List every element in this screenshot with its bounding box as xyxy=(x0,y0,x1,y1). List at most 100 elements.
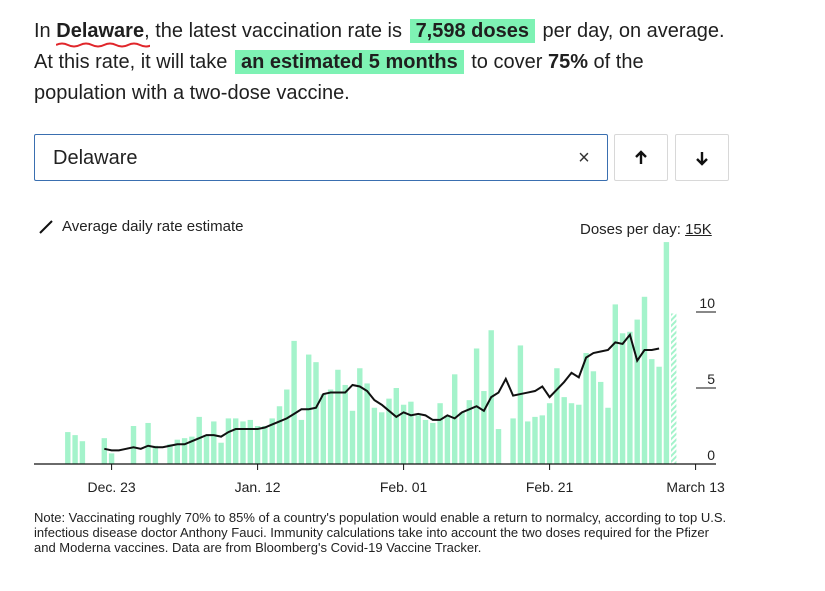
bar xyxy=(101,438,107,464)
headline-part1: , the latest vaccination rate is xyxy=(144,20,408,42)
search-value[interactable]: Delaware xyxy=(53,147,138,169)
bar xyxy=(262,426,268,464)
bar xyxy=(342,384,348,464)
line-legend-icon xyxy=(39,219,53,234)
bar xyxy=(233,418,239,464)
bar xyxy=(349,410,356,464)
bar xyxy=(634,319,640,464)
bar xyxy=(357,368,363,464)
bar xyxy=(393,388,399,464)
coverage-value: 75% xyxy=(547,51,588,73)
bar xyxy=(298,419,305,464)
bar xyxy=(152,445,159,464)
y-tick-label: 0 xyxy=(707,447,715,463)
bar xyxy=(218,442,224,464)
bar xyxy=(525,421,531,464)
bar xyxy=(422,419,429,464)
bar xyxy=(320,394,326,464)
x-tick-label: Feb. 01 xyxy=(380,479,428,495)
bar xyxy=(554,368,560,464)
chart-note: Note: Vaccinating roughly 70% to 85% of … xyxy=(34,510,727,555)
bar xyxy=(576,404,582,464)
rate-highlight: 7,598 doses xyxy=(409,19,535,43)
bar xyxy=(386,398,392,464)
bar xyxy=(72,435,78,464)
place-name[interactable]: Delaware xyxy=(56,20,151,48)
y-axis-title: Doses per day: 15K xyxy=(580,221,712,238)
bar xyxy=(335,369,341,464)
bar xyxy=(444,415,451,464)
bar xyxy=(211,421,217,464)
bar xyxy=(181,438,188,464)
bar xyxy=(641,296,648,464)
bar xyxy=(276,406,283,464)
bar xyxy=(400,404,407,464)
clear-icon[interactable]: × xyxy=(578,147,590,169)
x-tick-label: Dec. 23 xyxy=(87,479,135,495)
bar xyxy=(546,403,553,464)
bar xyxy=(481,391,487,464)
bar xyxy=(240,421,246,464)
bar xyxy=(656,366,662,464)
arrow-up-icon xyxy=(635,149,647,164)
bar xyxy=(408,401,414,464)
bar xyxy=(495,429,502,464)
bar xyxy=(590,371,597,464)
bar xyxy=(663,242,670,464)
bar xyxy=(284,389,290,464)
bar xyxy=(269,418,275,464)
bar xyxy=(568,403,575,464)
bar xyxy=(510,418,516,464)
bar xyxy=(539,415,545,464)
x-tick-label: Jan. 12 xyxy=(235,479,281,495)
next-button[interactable] xyxy=(675,134,729,181)
bar xyxy=(649,359,655,464)
bar xyxy=(612,304,618,464)
y-tick-label: 10 xyxy=(699,295,715,311)
legend-label: Average daily rate estimate xyxy=(62,218,244,235)
average-rate-line xyxy=(104,332,660,452)
bar xyxy=(605,407,611,464)
bar xyxy=(167,444,173,464)
headline-part4: of the population with a two-dose vaccin… xyxy=(34,51,644,104)
place-underline-icon xyxy=(56,42,151,48)
bar xyxy=(247,419,253,464)
bar xyxy=(291,340,297,464)
bar xyxy=(627,331,633,464)
headline-part3: to cover xyxy=(465,51,548,73)
bar xyxy=(79,441,86,464)
chart-legend: Average daily rate estimate xyxy=(38,218,244,235)
bar xyxy=(532,416,538,464)
bar xyxy=(437,403,443,464)
x-tick-label: March 13 xyxy=(666,479,725,495)
bar xyxy=(517,345,524,464)
bar xyxy=(327,389,334,464)
bar xyxy=(583,353,589,464)
search-input[interactable]: Delaware × xyxy=(34,134,608,181)
bar xyxy=(130,426,137,464)
bar xyxy=(108,453,115,464)
bar xyxy=(379,412,385,464)
bar xyxy=(561,397,567,464)
bar xyxy=(196,416,202,464)
bar xyxy=(459,412,465,464)
bar xyxy=(466,400,472,464)
headline-part2: per day, on average. At this rate, it wi… xyxy=(34,20,725,73)
bar xyxy=(189,436,195,464)
bar xyxy=(430,422,436,464)
bar xyxy=(619,333,626,464)
bar xyxy=(225,418,232,464)
bar xyxy=(313,362,319,464)
y-tick-label: 5 xyxy=(707,371,715,387)
x-tick-label: Feb. 21 xyxy=(526,479,574,495)
headline-prefix: In xyxy=(34,20,57,42)
time-highlight: an estimated 5 months xyxy=(234,50,464,74)
bar xyxy=(598,381,604,464)
bar xyxy=(671,313,677,464)
bar xyxy=(174,439,180,464)
y-max-label: 15K xyxy=(685,221,712,238)
previous-button[interactable] xyxy=(614,134,668,181)
bar xyxy=(254,426,261,464)
bar xyxy=(145,422,151,464)
